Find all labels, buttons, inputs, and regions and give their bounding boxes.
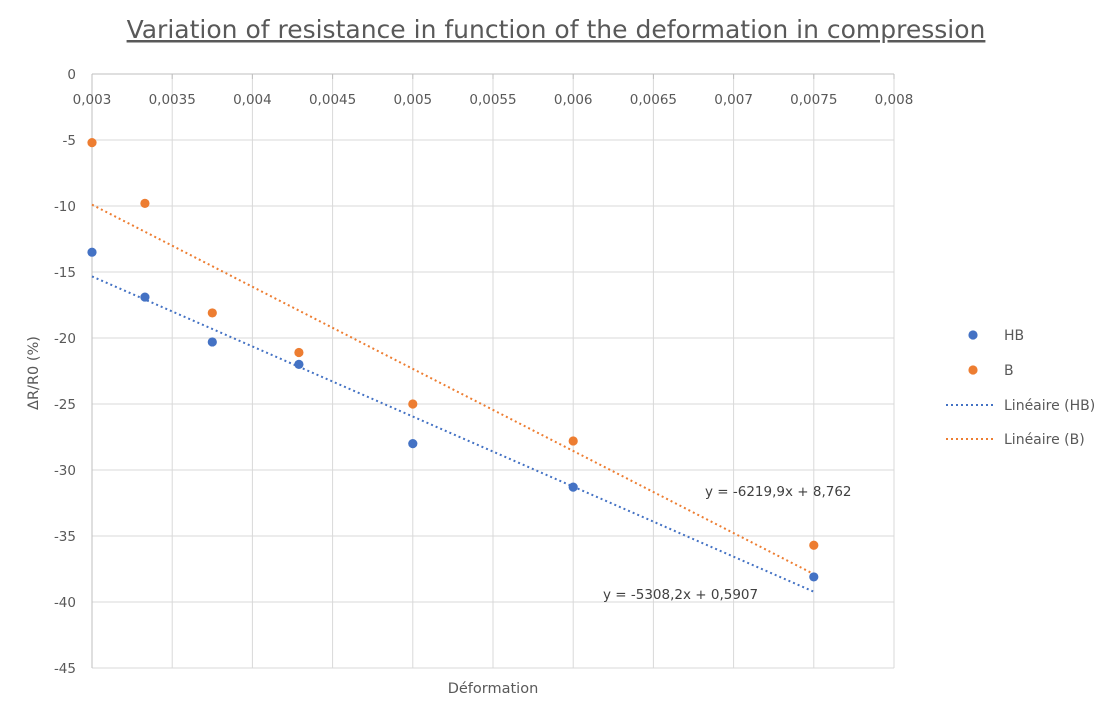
x-tick-label: 0,003	[73, 92, 112, 108]
y-tick-label: -35	[54, 529, 76, 545]
y-tick-label: -30	[54, 463, 76, 479]
data-point-b	[408, 399, 418, 409]
y-axis-title: ΔR/R0 (%)	[26, 336, 42, 410]
legend-marker	[968, 365, 978, 375]
data-point-b	[207, 308, 217, 318]
x-tick-label: 0,0035	[149, 92, 196, 108]
axes	[91, 73, 895, 668]
x-tick-label: 0,0065	[630, 92, 677, 108]
x-tick-label: 0,004	[233, 92, 272, 108]
data-points	[87, 138, 819, 582]
x-tick-label: 0,0055	[469, 92, 516, 108]
y-tick-label: -15	[54, 265, 76, 281]
data-point-b	[87, 138, 97, 148]
data-point-hb	[140, 292, 150, 302]
y-tick-label: -10	[54, 199, 76, 215]
trendline-equation: y = -6219,9x + 8,762	[705, 484, 852, 500]
y-tick-label: -25	[54, 397, 76, 413]
trendline	[91, 275, 815, 593]
y-tick-label: -20	[54, 331, 76, 347]
y-tick-label: -40	[54, 595, 76, 611]
data-point-b	[568, 436, 578, 446]
data-point-hb	[408, 439, 418, 449]
data-point-hb	[809, 572, 819, 582]
x-tick-label: 0,007	[714, 92, 753, 108]
legend-label: B	[1004, 363, 1014, 379]
y-tick-labels: 0 -5 -10 -15 -20 -25 -30 -35 -40 -45	[54, 67, 76, 677]
x-axis-title: Déformation	[448, 681, 539, 697]
x-tick-label: 0,0045	[309, 92, 356, 108]
trendline-equations: y = -5308,2x + 0,5907 y = -6219,9x + 8,76…	[603, 484, 852, 603]
trendline-equation: y = -5308,2x + 0,5907	[603, 587, 758, 603]
data-point-b	[809, 540, 819, 550]
grid	[92, 74, 895, 669]
trendlines	[91, 203, 815, 593]
legend-label: HB	[1004, 328, 1024, 344]
legend: HB B Linéaire (HB) Linéaire (B)	[946, 328, 1095, 448]
data-point-hb	[294, 359, 304, 369]
x-tick-label: 0,008	[875, 92, 914, 108]
y-tick-label: -5	[63, 133, 76, 149]
legend-label: Linéaire (HB)	[1004, 398, 1095, 414]
x-tick-label: 0,005	[393, 92, 432, 108]
data-point-b	[140, 198, 150, 208]
data-point-hb	[207, 337, 217, 347]
x-tick-labels: 0,003 0,0035 0,004 0,0045 0,005 0,0055 0,006 0,…	[73, 92, 914, 108]
data-point-hb	[568, 482, 578, 492]
data-point-b	[294, 347, 304, 358]
x-tick-label: 0,006	[554, 92, 593, 108]
data-point-hb	[87, 247, 97, 257]
trendline	[91, 203, 815, 576]
x-tick-label: 0,0075	[790, 92, 837, 108]
chart-title: Variation of resistance in function of t…	[127, 15, 986, 44]
legend-label: Linéaire (B)	[1004, 432, 1085, 448]
y-tick-label: -45	[54, 661, 76, 677]
y-tick-label: 0	[67, 67, 76, 83]
legend-marker	[968, 330, 978, 340]
